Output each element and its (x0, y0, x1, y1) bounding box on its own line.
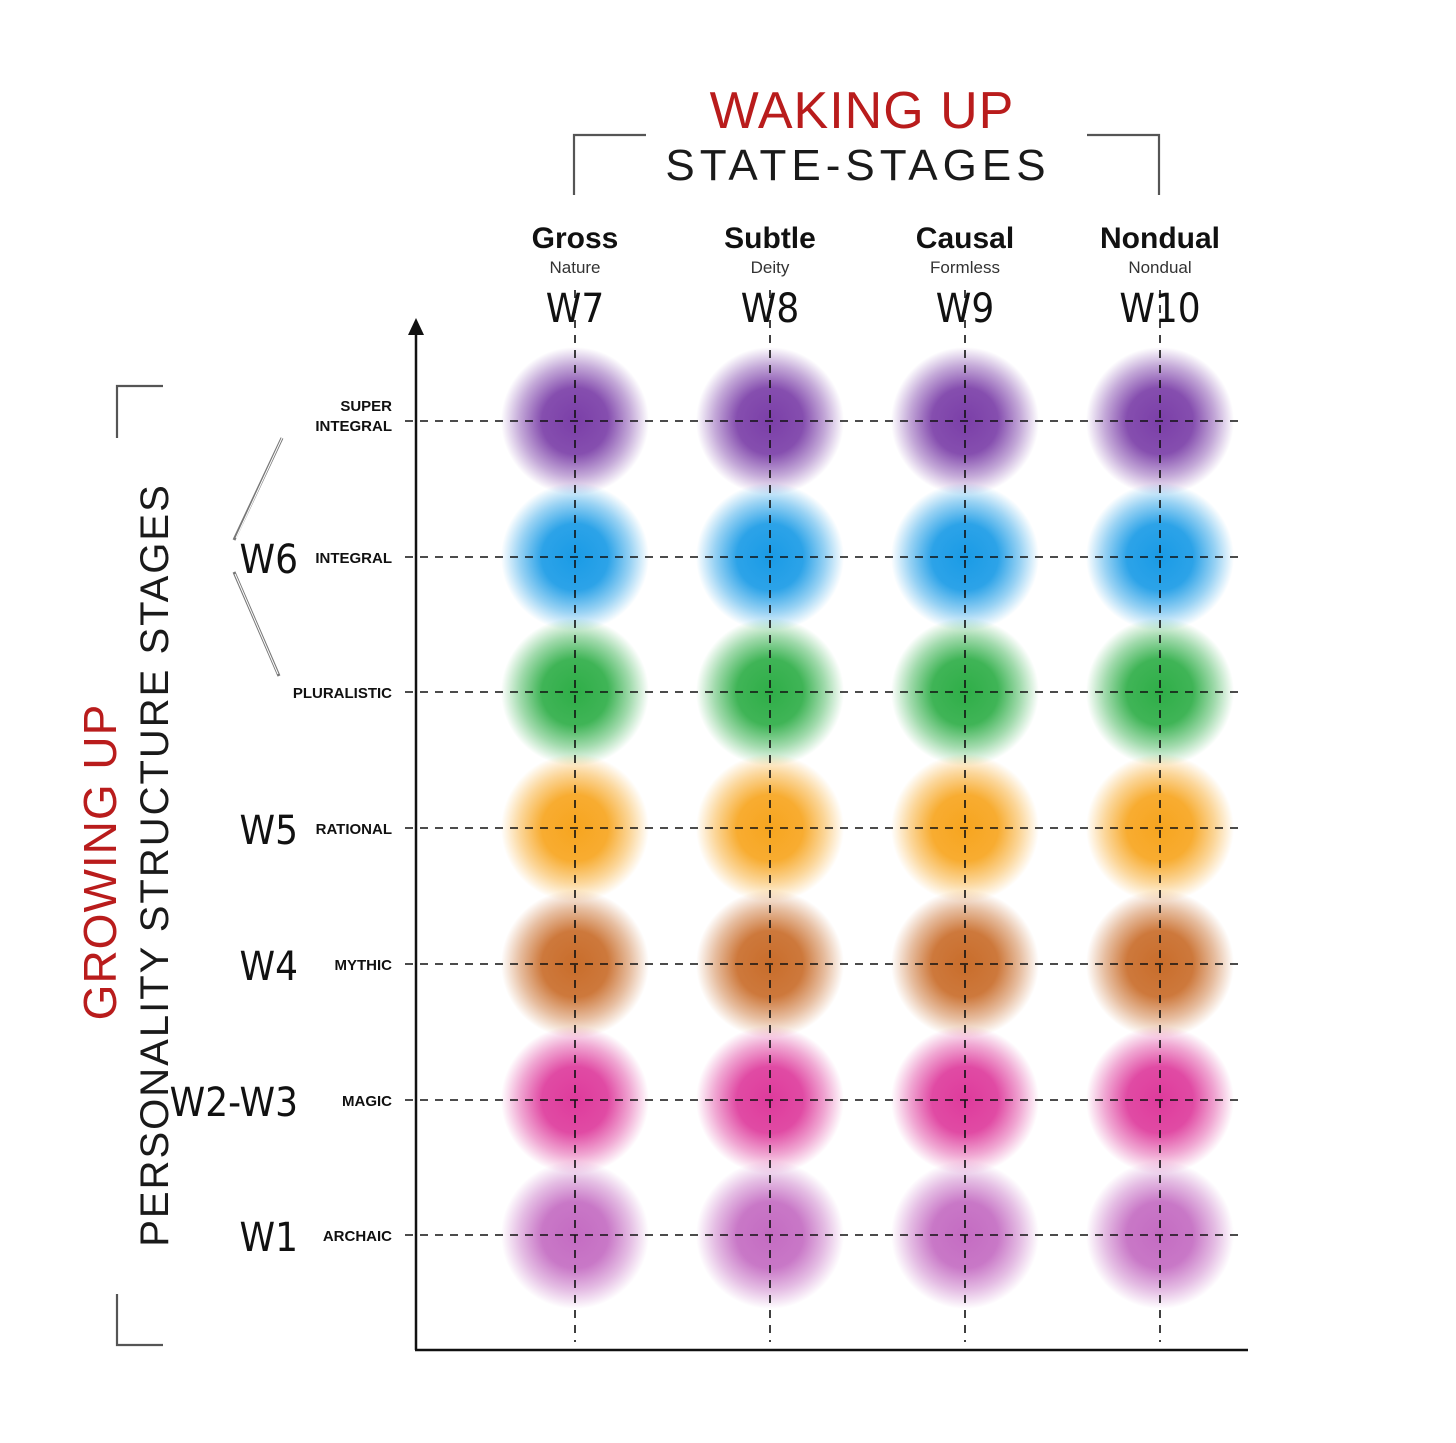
column-headers: Gross Nature W7 Subtle Deity W8 Causal Formless… (532, 222, 1220, 332)
side-bracket-bottom (115, 1294, 163, 1347)
top-bracket-left (572, 133, 646, 195)
column-code: W8 (741, 286, 799, 332)
row-label: INTEGRAL (315, 550, 392, 567)
y-axis-arrowhead (408, 318, 424, 335)
state-stages-subtitle: STATE-STAGES (665, 141, 1050, 190)
row-label: RATIONAL (316, 821, 392, 838)
row-code: W6 (240, 537, 298, 583)
column-subtitle: Nature (549, 258, 600, 277)
row-code: W1 (240, 1215, 298, 1261)
row-label: SUPER (340, 398, 392, 415)
waking-up-title: WAKING UP (710, 82, 1015, 140)
w6-range-bracket (232, 437, 284, 677)
row-labels: SUPER INTEGRAL INTEGRAL W6 PLURALISTIC RATION… (170, 398, 392, 1261)
column-subtitle: Deity (751, 258, 790, 277)
column-code: W7 (546, 286, 604, 332)
column-subtitle: Nondual (1128, 258, 1191, 277)
stage-blobs (501, 347, 1234, 1309)
side-bracket-top (115, 384, 163, 438)
dashed-grid (405, 290, 1240, 1342)
row-label: PLURALISTIC (293, 685, 392, 702)
growing-up-title: GROWING UP (74, 704, 126, 1021)
row-label: INTEGRAL (315, 418, 392, 435)
row-code: W4 (240, 944, 298, 990)
column-title: Nondual (1100, 222, 1220, 255)
row-code: W5 (240, 808, 298, 854)
column-title: Subtle (724, 222, 816, 255)
row-code: W2-W3 (170, 1080, 298, 1126)
column-code: W10 (1119, 286, 1200, 332)
personality-structure-stages-subtitle: PERSONALITY STRUCTURE STAGES (133, 483, 177, 1247)
row-label: MAGIC (342, 1093, 392, 1110)
column-subtitle: Formless (930, 258, 1000, 277)
row-label: ARCHAIC (323, 1228, 392, 1245)
column-title: Gross (532, 222, 619, 255)
top-bracket-right (1087, 133, 1161, 195)
column-code: W9 (936, 286, 994, 332)
column-title: Causal (916, 222, 1014, 255)
row-label: MYTHIC (335, 957, 393, 974)
